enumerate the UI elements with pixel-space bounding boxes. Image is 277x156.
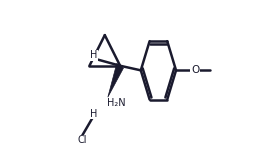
Text: H: H [90,50,98,60]
Text: H: H [90,109,98,119]
Text: O: O [191,65,199,75]
Polygon shape [108,63,124,97]
Text: H₂N: H₂N [107,98,125,107]
Text: Cl: Cl [77,135,86,145]
